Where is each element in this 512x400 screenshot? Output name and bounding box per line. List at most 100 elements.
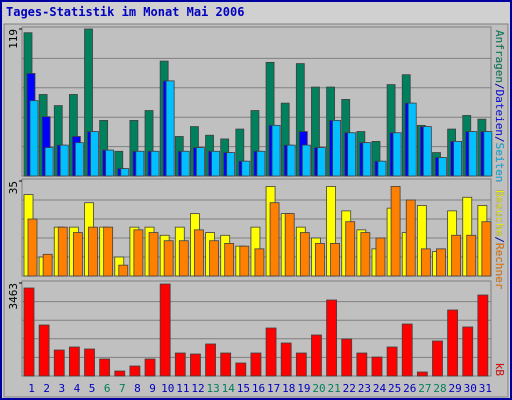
bar bbox=[209, 240, 219, 277]
x-tick-label: 25 bbox=[388, 382, 401, 395]
bar bbox=[405, 199, 416, 277]
bar bbox=[377, 160, 387, 177]
bar bbox=[178, 240, 189, 277]
bar bbox=[311, 334, 322, 377]
x-tick-label: 11 bbox=[176, 382, 189, 395]
legend: kB bbox=[493, 363, 506, 377]
bar bbox=[390, 186, 401, 277]
bar bbox=[42, 253, 53, 277]
x-tick-label: 10 bbox=[161, 382, 174, 395]
x-tick-label: 31 bbox=[479, 382, 492, 395]
bar bbox=[23, 287, 35, 377]
y-tick-label: 119 bbox=[7, 29, 20, 49]
bar bbox=[74, 142, 84, 177]
bar bbox=[438, 157, 447, 177]
bar bbox=[224, 243, 235, 277]
x-tick-label: 23 bbox=[358, 382, 371, 395]
legend-separator: / bbox=[493, 136, 506, 143]
bar bbox=[466, 234, 477, 277]
x-tick-label: 28 bbox=[433, 382, 446, 395]
bar bbox=[326, 299, 337, 377]
bar bbox=[317, 147, 326, 177]
bar bbox=[133, 229, 144, 277]
bar bbox=[27, 218, 38, 277]
bar bbox=[462, 326, 474, 377]
bar bbox=[432, 340, 443, 377]
bar bbox=[148, 232, 159, 277]
x-tick-label: 30 bbox=[464, 382, 477, 395]
bar bbox=[190, 353, 201, 377]
bar bbox=[422, 126, 432, 177]
bar bbox=[360, 232, 371, 277]
bar bbox=[29, 100, 39, 177]
x-tick-label: 20 bbox=[312, 382, 325, 395]
x-tick-label: 3 bbox=[59, 382, 66, 395]
bar bbox=[362, 142, 372, 177]
bar bbox=[90, 131, 99, 177]
bar bbox=[144, 358, 156, 377]
bar bbox=[345, 221, 356, 277]
bar bbox=[53, 349, 65, 377]
bar bbox=[103, 226, 114, 277]
x-tick-label: 8 bbox=[134, 382, 141, 395]
bar bbox=[211, 150, 220, 177]
x-tick-label: 18 bbox=[282, 382, 295, 395]
bar bbox=[250, 352, 262, 377]
bar bbox=[447, 309, 459, 377]
bar bbox=[256, 150, 266, 177]
y-tick-label: 35 bbox=[7, 181, 20, 194]
x-tick-label: 5 bbox=[89, 382, 96, 395]
bar bbox=[477, 294, 489, 377]
bar bbox=[468, 131, 478, 177]
bar bbox=[226, 152, 236, 177]
bar bbox=[194, 229, 204, 277]
bar bbox=[330, 243, 340, 277]
bar bbox=[356, 352, 368, 377]
legend: Besuche/Rechner bbox=[493, 190, 506, 290]
bar bbox=[347, 132, 357, 177]
y-tick-label: 3463 bbox=[7, 283, 20, 310]
legend-entry: Dateien bbox=[493, 90, 506, 136]
bar bbox=[220, 352, 232, 377]
bar bbox=[284, 213, 295, 277]
x-tick-label: 16 bbox=[252, 382, 265, 395]
bar bbox=[59, 144, 69, 177]
x-tick-label: 12 bbox=[191, 382, 204, 395]
x-tick-label: 9 bbox=[149, 382, 156, 395]
bar bbox=[72, 232, 83, 277]
bar bbox=[205, 343, 216, 377]
bar bbox=[453, 141, 463, 177]
bar bbox=[301, 144, 311, 177]
bar bbox=[135, 150, 145, 177]
bar bbox=[150, 150, 160, 177]
x-tick-label: 6 bbox=[104, 382, 111, 395]
bar bbox=[163, 240, 174, 277]
bar bbox=[401, 323, 413, 377]
bar bbox=[241, 160, 251, 177]
legend: Anfragen/Dateien/Seiten bbox=[493, 30, 506, 182]
bar bbox=[341, 338, 353, 377]
legend-entry: Besuche bbox=[493, 190, 506, 236]
legend-entry: Anfragen bbox=[493, 30, 506, 83]
bar bbox=[235, 362, 247, 377]
bar bbox=[159, 283, 171, 377]
bar bbox=[165, 80, 175, 177]
bar bbox=[371, 356, 383, 377]
bar bbox=[180, 150, 190, 177]
bar bbox=[481, 221, 492, 277]
bar bbox=[88, 226, 98, 277]
legend-entry: Rechner bbox=[493, 243, 506, 290]
bar bbox=[44, 147, 54, 177]
legend-separator: / bbox=[493, 83, 506, 90]
bar bbox=[129, 365, 141, 377]
x-tick-label: 1 bbox=[28, 382, 35, 395]
bar bbox=[57, 226, 68, 277]
bar bbox=[174, 352, 186, 377]
bar bbox=[239, 245, 250, 277]
bar bbox=[68, 346, 80, 377]
bar bbox=[332, 120, 341, 177]
bar bbox=[84, 348, 95, 377]
bar bbox=[286, 144, 296, 177]
x-tick-label: 26 bbox=[403, 382, 416, 395]
